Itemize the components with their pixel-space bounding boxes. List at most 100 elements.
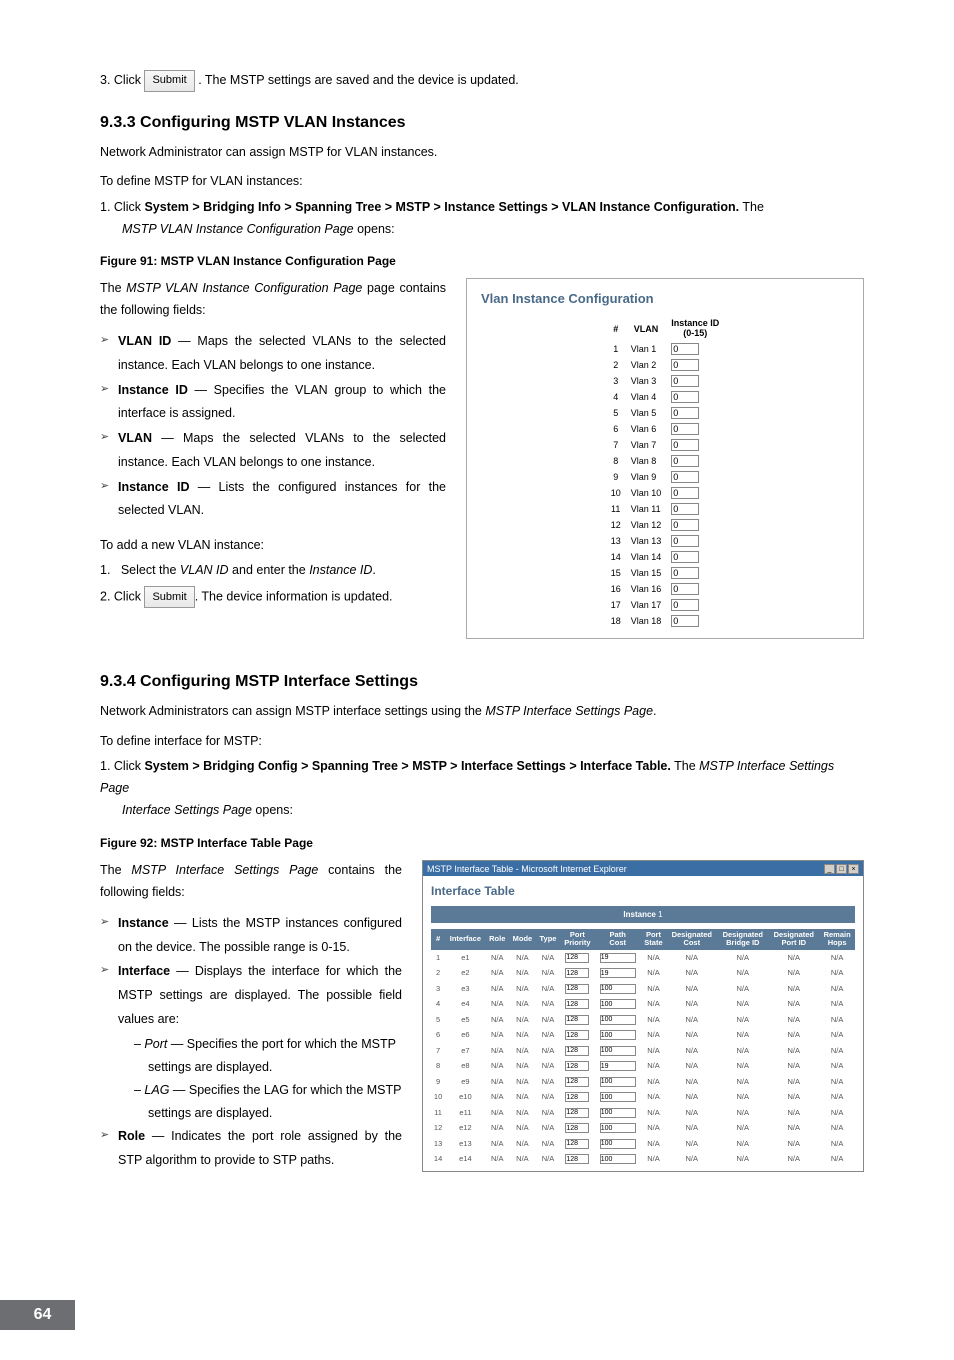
path-cost-input[interactable] [600, 1030, 636, 1040]
c-db: N/A [717, 965, 768, 981]
path-cost-input[interactable] [600, 999, 636, 1009]
c-db: N/A [717, 1027, 768, 1043]
sub-port: – Port — Specifies the port for which th… [100, 1033, 402, 1056]
minimize-icon[interactable]: _ [824, 864, 835, 874]
c-mode: N/A [509, 1074, 536, 1090]
addline: To add a new VLAN instance: [100, 535, 446, 556]
instance-id-input[interactable] [671, 551, 699, 563]
path-cost-input[interactable] [600, 1077, 636, 1087]
instance-id-input[interactable] [671, 487, 699, 499]
instance-id-input[interactable] [671, 391, 699, 403]
instance-id-input[interactable] [671, 519, 699, 531]
port-priority-input[interactable] [565, 968, 589, 978]
port-priority-input[interactable] [565, 1108, 589, 1118]
instance-id-input[interactable] [671, 471, 699, 483]
path-cost-input[interactable] [600, 953, 636, 963]
c-dc: N/A [666, 1074, 717, 1090]
path-cost-input[interactable] [600, 1015, 636, 1025]
submit-button-1[interactable]: Submit [144, 70, 194, 92]
bt2: VLAN [118, 431, 152, 445]
instance-id-input[interactable] [671, 599, 699, 611]
maximize-icon[interactable]: □ [836, 864, 847, 874]
instance-id-input[interactable] [671, 455, 699, 467]
c-n: 13 [431, 1136, 445, 1152]
instance-id-input[interactable] [671, 583, 699, 595]
instance-id-input[interactable] [671, 423, 699, 435]
vlan-row: 12Vlan 12 [607, 518, 724, 532]
port-priority-input[interactable] [565, 1015, 589, 1025]
submit-button-2[interactable]: Submit [144, 586, 194, 609]
path-cost-input[interactable] [600, 968, 636, 978]
path-cost-input[interactable] [600, 1139, 636, 1149]
port-priority-input[interactable] [565, 1046, 589, 1056]
instance-id-input[interactable] [671, 567, 699, 579]
instance-id-input[interactable] [671, 343, 699, 355]
port-priority-input[interactable] [565, 984, 589, 994]
path-cost-input[interactable] [600, 1108, 636, 1118]
iface-row: 3e3N/AN/AN/AN/AN/AN/AN/AN/A [431, 981, 855, 997]
c-rh: N/A [819, 1074, 855, 1090]
c-n: 4 [431, 996, 445, 1012]
inst-val: 1 [658, 910, 662, 919]
path-cost-input[interactable] [600, 1092, 636, 1102]
c-db: N/A [717, 1136, 768, 1152]
c-role: N/A [486, 1151, 509, 1167]
c-ps: N/A [641, 1136, 667, 1152]
c-ps: N/A [641, 981, 667, 997]
c-dc: N/A [666, 1043, 717, 1059]
instance-id-input[interactable] [671, 535, 699, 547]
instance-id-input[interactable] [671, 439, 699, 451]
port-priority-input[interactable] [565, 1139, 589, 1149]
c-if: e13 [445, 1136, 485, 1152]
port-priority-input[interactable] [565, 1061, 589, 1071]
path-cost-input[interactable] [600, 1061, 636, 1071]
s934-1a: 1. Click [100, 759, 144, 773]
c-pp [560, 1043, 595, 1059]
instance-id-input[interactable] [671, 615, 699, 627]
c-dc: N/A [666, 1027, 717, 1043]
c-db: N/A [717, 996, 768, 1012]
iface-row: 11e11N/AN/AN/AN/AN/AN/AN/AN/A [431, 1105, 855, 1121]
c-type: N/A [536, 1105, 560, 1121]
path-cost-input[interactable] [600, 1123, 636, 1133]
port-priority-input[interactable] [565, 1154, 589, 1164]
vlan-inst-cell [667, 390, 723, 404]
c-rh: N/A [819, 1151, 855, 1167]
vlan-row: 6Vlan 6 [607, 422, 724, 436]
c-n: 5 [431, 1012, 445, 1028]
c-n: 6 [431, 1027, 445, 1043]
vlan-name: Vlan 3 [627, 374, 666, 388]
instance-id-input[interactable] [671, 503, 699, 515]
vlan-row: 16Vlan 16 [607, 582, 724, 596]
c-n: 1 [431, 950, 445, 966]
c-rh: N/A [819, 1089, 855, 1105]
c-dp: N/A [768, 950, 819, 966]
port-priority-input[interactable] [565, 999, 589, 1009]
a2b: . The device information is updated. [195, 589, 393, 603]
instance-id-input[interactable] [671, 407, 699, 419]
port-priority-input[interactable] [565, 1123, 589, 1133]
path-cost-input[interactable] [600, 984, 636, 994]
c-ps: N/A [641, 1120, 667, 1136]
port-priority-input[interactable] [565, 953, 589, 963]
vlan-row: 2Vlan 2 [607, 358, 724, 372]
instance-id-input[interactable] [671, 359, 699, 371]
port-priority-input[interactable] [565, 1092, 589, 1102]
c-rh: N/A [819, 1012, 855, 1028]
path-cost-input[interactable] [600, 1154, 636, 1164]
vlan-num: 18 [607, 614, 625, 628]
c-mode: N/A [509, 965, 536, 981]
c-db: N/A [717, 950, 768, 966]
path-cost-input[interactable] [600, 1046, 636, 1056]
c-dp: N/A [768, 1105, 819, 1121]
port-priority-input[interactable] [565, 1030, 589, 1040]
iface-row: 10e10N/AN/AN/AN/AN/AN/AN/AN/A [431, 1089, 855, 1105]
iface-row: 1e1N/AN/AN/AN/AN/AN/AN/AN/A [431, 950, 855, 966]
vlan-num: 2 [607, 358, 625, 372]
c-if: e5 [445, 1012, 485, 1028]
c-db: N/A [717, 1043, 768, 1059]
close-icon[interactable]: × [848, 864, 859, 874]
port-priority-input[interactable] [565, 1077, 589, 1087]
ih4: Type [536, 929, 560, 950]
instance-id-input[interactable] [671, 375, 699, 387]
